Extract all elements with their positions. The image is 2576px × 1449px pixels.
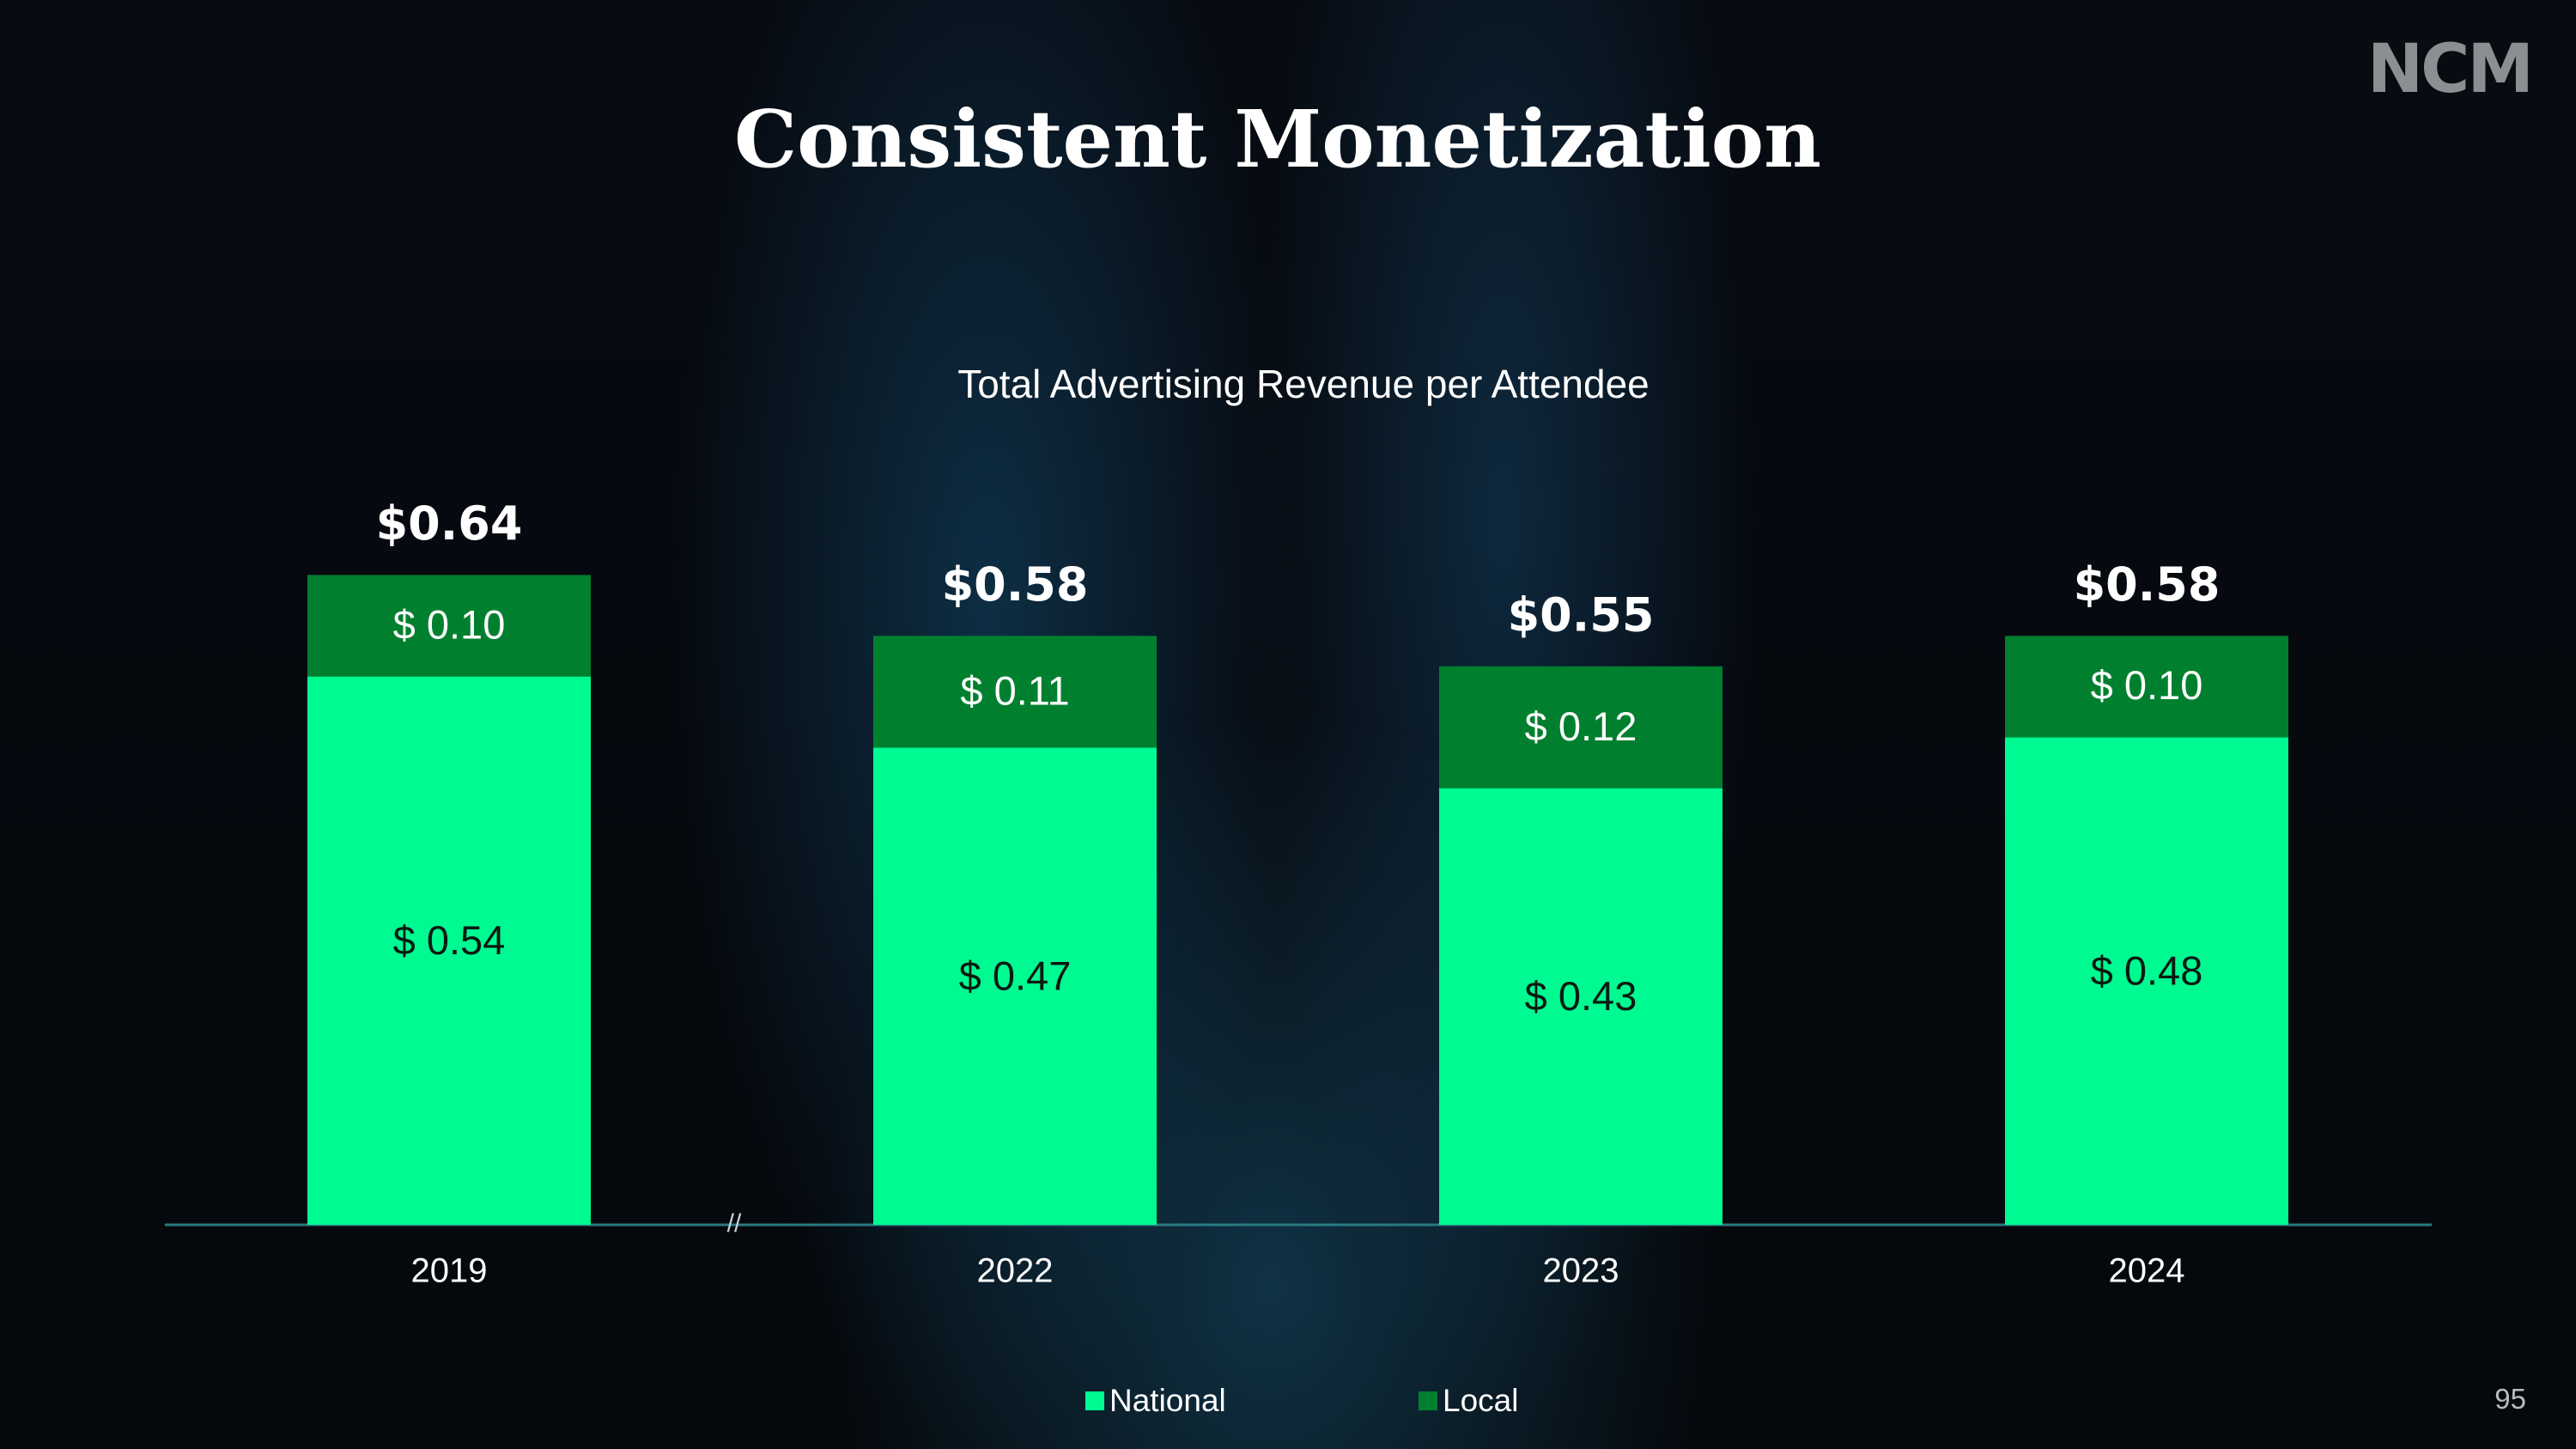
legend-item-national: National bbox=[1085, 1383, 1226, 1419]
legend-item-local: Local bbox=[1419, 1383, 1518, 1419]
legend-swatch-local bbox=[1419, 1391, 1437, 1410]
total-label-2023: $0.55 bbox=[1508, 588, 1655, 642]
bar-national-2022 bbox=[873, 747, 1157, 1225]
data-label-national-2022: $ 0.47 bbox=[959, 953, 1072, 999]
legend-label-local: Local bbox=[1443, 1383, 1519, 1418]
bar-local-2019 bbox=[307, 575, 591, 677]
ncm-logo: NCM bbox=[2366, 31, 2534, 108]
page-number: 95 bbox=[2494, 1383, 2526, 1415]
x-tick-label-2019: 2019 bbox=[411, 1252, 488, 1290]
total-label-2019: $0.64 bbox=[376, 496, 523, 551]
x-tick-label-2022: 2022 bbox=[977, 1252, 1054, 1290]
data-label-local-2024: $ 0.10 bbox=[2091, 662, 2203, 708]
x-tick-label-2024: 2024 bbox=[2109, 1252, 2185, 1290]
data-label-local-2023: $ 0.12 bbox=[1525, 703, 1637, 749]
total-label-2022: $0.58 bbox=[942, 557, 1089, 612]
bar-local-2024 bbox=[2005, 636, 2288, 738]
data-label-national-2024: $ 0.48 bbox=[2091, 948, 2203, 994]
bar-national-2019 bbox=[307, 676, 591, 1225]
bar-local-2023 bbox=[1439, 666, 1722, 788]
page-title: Consistent Monetization bbox=[733, 93, 1822, 186]
data-label-local-2019: $ 0.10 bbox=[393, 601, 506, 647]
legend-label-national: National bbox=[1109, 1383, 1226, 1418]
bar-national-2024 bbox=[2005, 737, 2288, 1225]
bar-local-2022 bbox=[873, 636, 1157, 748]
chart-title: Total Advertising Revenue per Attendee bbox=[957, 362, 1649, 406]
data-label-national-2023: $ 0.43 bbox=[1525, 973, 1637, 1019]
total-label-2024: $0.58 bbox=[2074, 557, 2221, 612]
x-tick-label-2023: 2023 bbox=[1543, 1252, 1619, 1290]
axis-break-marker: // bbox=[727, 1209, 742, 1238]
data-label-national-2019: $ 0.54 bbox=[393, 917, 506, 963]
legend-swatch-national bbox=[1085, 1391, 1104, 1410]
bar-national-2023 bbox=[1439, 788, 1722, 1225]
data-label-local-2022: $ 0.11 bbox=[960, 667, 1069, 713]
